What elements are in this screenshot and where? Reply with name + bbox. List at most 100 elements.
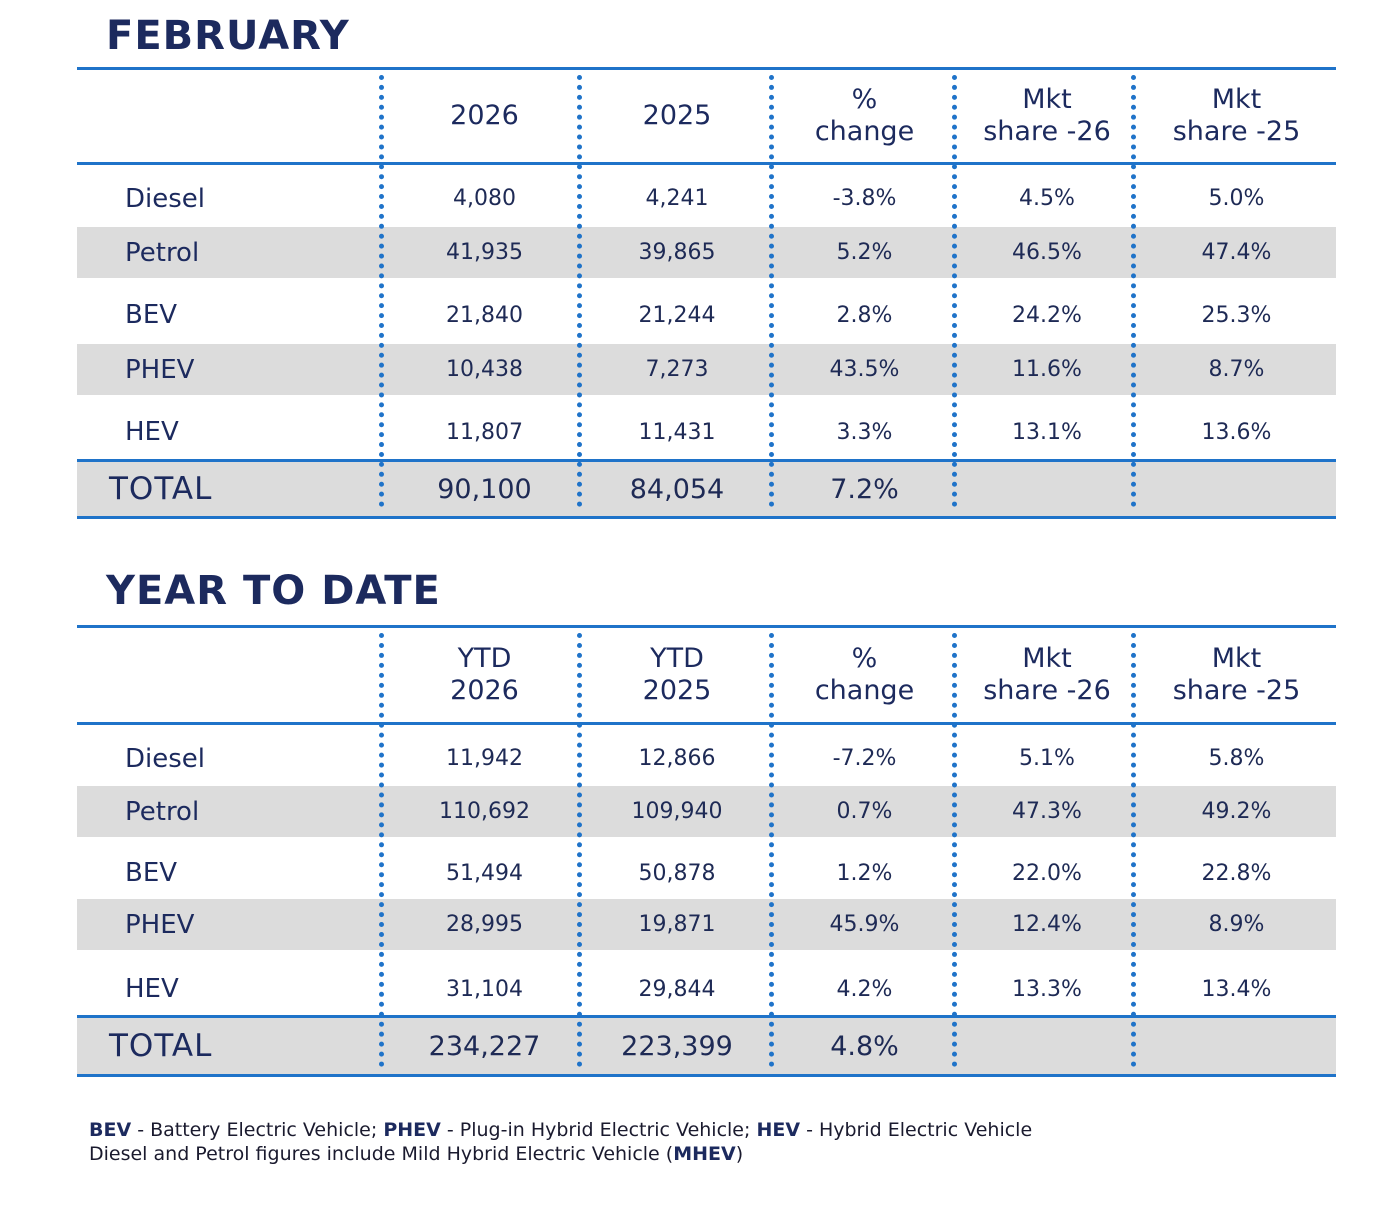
cell-share-25: 8.7% — [1208, 357, 1265, 382]
col-header-share-26: Mkt share -26 — [983, 643, 1111, 706]
table-row-petrol: Petrol 110,692 109,940 0.7% 47.3% 49.2% — [77, 786, 1336, 837]
cell-2025: 7,273 — [645, 357, 709, 382]
col-header-2026: 2026 — [450, 100, 519, 131]
table-row-petrol: Petrol 41,935 39,865 5.2% 46.5% 47.4% — [77, 227, 1336, 278]
table-row-diesel: Diesel 4,080 4,241 -3.8% 4.5% 5.0% — [77, 171, 1336, 226]
cell-2026: 10,438 — [446, 357, 523, 382]
table-row-bev: BEV 21,840 21,244 2.8% 24.2% 25.3% — [77, 285, 1336, 345]
table-row-diesel: Diesel 11,942 12,866 -7.2% 5.1% 5.8% — [77, 731, 1336, 786]
cell-2026: 4,080 — [453, 186, 516, 211]
cell-share-25: 13.6% — [1201, 419, 1272, 445]
column-divider — [952, 75, 957, 507]
cell-change: 43.5% — [829, 357, 900, 382]
row-label: Diesel — [125, 743, 206, 774]
total-change: 7.2% — [830, 473, 899, 505]
cell-share-25: 49.2% — [1201, 799, 1272, 824]
row-label: BEV — [125, 858, 178, 888]
column-divider — [1131, 75, 1136, 507]
cell-change: 3.3% — [836, 419, 893, 445]
footnote-line-1: BEV - Battery Electric Vehicle; PHEV - P… — [89, 1118, 1339, 1142]
cell-ytd-2025: 109,940 — [631, 799, 723, 824]
section-title-february: FEBRUARY — [106, 13, 350, 59]
row-label: HEV — [125, 974, 179, 1004]
cell-ytd-2026: 51,494 — [446, 860, 523, 886]
cell-share-26: 5.1% — [1019, 746, 1075, 771]
column-divider — [379, 75, 384, 507]
row-label: BEV — [125, 300, 178, 330]
cell-change: 45.9% — [829, 912, 900, 937]
cell-share-25: 13.4% — [1201, 976, 1272, 1002]
total-2026: 90,100 — [437, 473, 532, 505]
col-header-share-25: Mkt share -25 — [1172, 84, 1301, 147]
cell-ytd-2026: 31,104 — [446, 976, 523, 1002]
february-table: 2026 2025 % change Mkt share -26 Mkt share … — [77, 67, 1336, 519]
cell-share-26: 47.3% — [1012, 799, 1082, 824]
row-label: Petrol — [125, 796, 200, 827]
cell-change: -3.8% — [832, 186, 897, 211]
cell-change: 2.8% — [836, 302, 893, 328]
def-phev: - Plug-in Hybrid Electric Vehicle; — [440, 1119, 757, 1141]
column-divider — [952, 633, 957, 1067]
cell-share-26: 46.5% — [1012, 240, 1082, 265]
table-header: 2026 2025 % change Mkt share -26 Mkt share … — [77, 67, 1336, 165]
cell-2026: 41,935 — [446, 240, 523, 265]
row-label: Petrol — [125, 237, 200, 268]
table-header: YTD 2026 YTD 2025 % change Mkt share -26 Mkt… — [77, 625, 1336, 725]
total-ytd-2025: 223,399 — [621, 1030, 733, 1062]
def-bev: - Battery Electric Vehicle; — [131, 1119, 384, 1141]
cell-change: -7.2% — [832, 746, 897, 771]
cell-share-26: 4.5% — [1019, 186, 1075, 211]
total-label: TOTAL — [109, 1028, 213, 1064]
table-row-hev: HEV 11,807 11,431 3.3% 13.1% 13.6% — [77, 403, 1336, 461]
col-header-share-26: Mkt share -26 — [983, 84, 1111, 147]
total-change: 4.8% — [830, 1030, 899, 1062]
cell-share-25: 47.4% — [1201, 240, 1272, 265]
cell-share-25: 5.0% — [1208, 186, 1265, 211]
table-row-phev: PHEV 28,995 19,871 45.9% 12.4% 8.9% — [77, 899, 1336, 950]
total-2025: 84,054 — [629, 473, 725, 505]
cell-share-26: 11.6% — [1012, 357, 1082, 382]
ytd-table: YTD 2026 YTD 2025 % change Mkt share -26 Mkt… — [77, 625, 1336, 1077]
def-hev: - Hybrid Electric Vehicle — [800, 1119, 1033, 1141]
column-divider — [577, 75, 582, 507]
column-divider — [769, 633, 774, 1067]
table-row-hev: HEV 31,104 29,844 4.2% 13.3% 13.4% — [77, 960, 1336, 1018]
cell-share-26: 13.3% — [1012, 976, 1082, 1002]
cell-share-26: 12.4% — [1012, 912, 1082, 937]
cell-ytd-2025: 12,866 — [638, 746, 716, 771]
abbr-bev: BEV — [89, 1119, 132, 1141]
cell-share-25: 25.3% — [1201, 302, 1272, 328]
cell-ytd-2026: 28,995 — [446, 912, 523, 937]
cell-change: 0.7% — [836, 799, 893, 824]
cell-2025: 21,244 — [638, 302, 716, 328]
cell-share-26: 13.1% — [1012, 419, 1082, 445]
cell-ytd-2025: 19,871 — [638, 912, 716, 937]
cell-share-25: 8.9% — [1208, 912, 1265, 937]
cell-change: 5.2% — [836, 240, 893, 265]
col-header-share-25: Mkt share -25 — [1172, 643, 1301, 706]
abbr-hev: HEV — [756, 1119, 801, 1141]
mhev-note-end: ) — [735, 1143, 744, 1165]
cell-change: 1.2% — [836, 860, 893, 886]
mhev-note: Diesel and Petrol figures include Mild H… — [89, 1143, 674, 1165]
cell-ytd-2025: 29,844 — [638, 976, 716, 1002]
column-divider — [769, 75, 774, 507]
cell-share-25: 5.8% — [1208, 746, 1265, 771]
cell-2025: 4,241 — [645, 186, 709, 211]
cell-change: 4.2% — [836, 976, 893, 1002]
table-row-total: TOTAL 234,227 223,399 4.8% — [77, 1015, 1336, 1077]
row-label: HEV — [125, 417, 179, 447]
row-label: PHEV — [125, 354, 195, 385]
section-title-ytd: YEAR TO DATE — [106, 568, 441, 614]
col-header-ytd-2025: YTD 2025 — [642, 643, 712, 706]
cell-ytd-2026: 11,942 — [446, 746, 523, 771]
cell-share-25: 22.8% — [1201, 860, 1272, 886]
abbr-phev: PHEV — [383, 1119, 441, 1141]
table-row-bev: BEV 51,494 50,878 1.2% 22.0% 22.8% — [77, 843, 1336, 903]
cell-share-26: 24.2% — [1012, 302, 1082, 328]
cell-2025: 11,431 — [638, 419, 716, 445]
total-ytd-2026: 234,227 — [428, 1030, 541, 1062]
table-row-phev: PHEV 10,438 7,273 43.5% 11.6% 8.7% — [77, 344, 1336, 395]
cell-2026: 11,807 — [446, 419, 523, 445]
cell-2026: 21,840 — [446, 302, 523, 328]
